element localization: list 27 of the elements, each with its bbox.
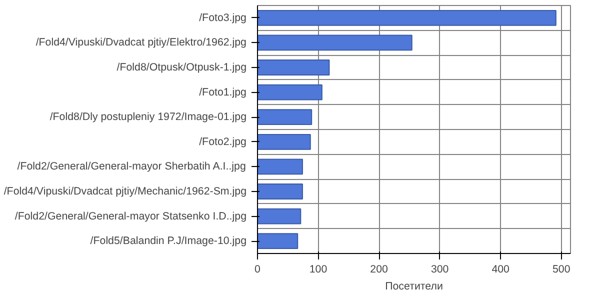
- y-tick-label: /Fold2/General/General-mayor Sherbatih A.I..jpg: [17, 160, 246, 173]
- bar: [258, 60, 330, 76]
- y-tick-label: /Foto3.jpg: [199, 12, 247, 24]
- x-tick-label: 200: [370, 264, 388, 276]
- bar: [258, 184, 303, 200]
- x-tick-label: 400: [492, 264, 510, 276]
- y-tick-label: /Foto1.jpg: [199, 86, 247, 98]
- y-tick-label: /Fold4/Vipuski/Dvadcat pjtiy/Mechanic/1962-Sm.jpg: [4, 186, 247, 198]
- bar: [258, 109, 312, 126]
- bar: [258, 158, 303, 175]
- y-tick-label: /Fold5/Balandin P.J/Image-10.jpg: [90, 235, 247, 248]
- y-tick-label: /Foto2.jpg: [199, 136, 247, 148]
- bar: [258, 208, 302, 224]
- bar: [258, 84, 322, 100]
- bar: [258, 34, 412, 51]
- y-tick-label: /Fold8/Dly postupleniy 1972/Image-01.jpg: [50, 111, 247, 124]
- x-tick-label: 300: [430, 264, 449, 276]
- y-tick-label: /Fold8/Otpusk/Otpusk-1.jpg: [116, 62, 247, 74]
- y-tick-label: /Fold2/General/General-mayor Statsenko I.D..jpg: [14, 210, 247, 222]
- x-tick-label: 0: [254, 264, 261, 276]
- x-axis-title: Посетители: [385, 280, 443, 292]
- x-tick-label: 500: [552, 264, 570, 276]
- y-tick-label: /Fold4/Vipuski/Dvadcat pjtiy/Elektro/1962.jpg: [36, 36, 247, 49]
- x-tick-label: 100: [309, 264, 328, 276]
- bar: [258, 10, 556, 26]
- bar: [258, 134, 311, 150]
- bar: [258, 233, 298, 250]
